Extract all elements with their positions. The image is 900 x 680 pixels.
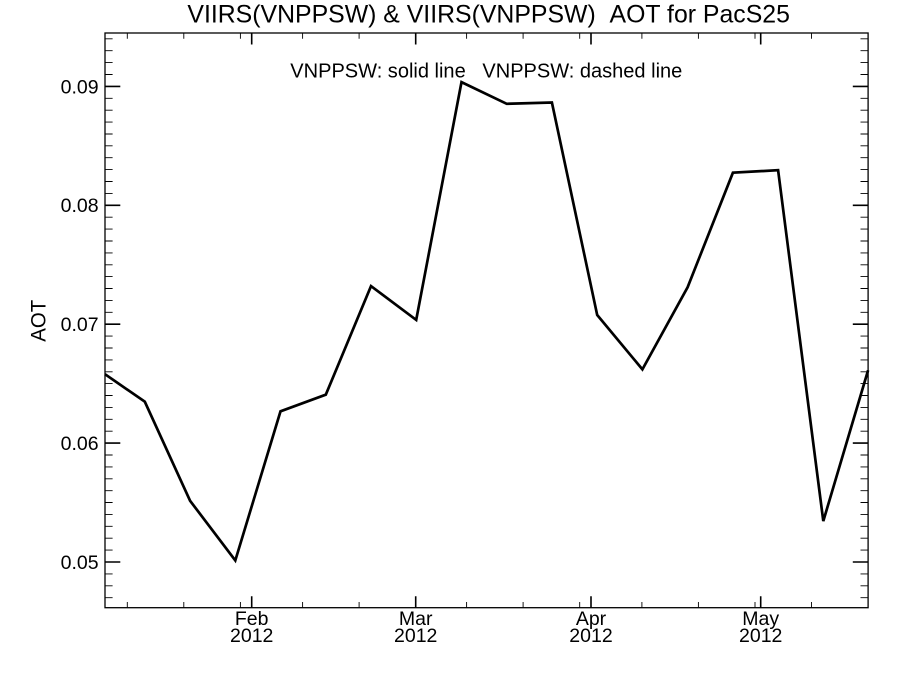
svg-text:2012: 2012: [394, 625, 437, 647]
svg-text:0.05: 0.05: [61, 552, 99, 574]
svg-text:May: May: [742, 608, 779, 630]
svg-text:Mar: Mar: [399, 608, 433, 630]
svg-text:0.09: 0.09: [61, 76, 99, 98]
svg-text:0.07: 0.07: [61, 314, 99, 336]
svg-text:2012: 2012: [739, 625, 782, 647]
svg-text:2012: 2012: [569, 625, 612, 647]
svg-text:AOT: AOT: [27, 300, 50, 342]
svg-text:VNPPSW: solid line VNPPSW: d: VNPPSW: solid line VNPPSW: dashed line: [290, 61, 682, 83]
svg-text:0.08: 0.08: [61, 195, 99, 217]
svg-text:Apr: Apr: [576, 608, 607, 630]
svg-text:2012: 2012: [230, 625, 273, 647]
svg-text:VIIRS(VNPPSW) & VIIRS(VNPPSW): VIIRS(VNPPSW) & VIIRS(VNPPSW) AOT for Pa…: [187, 1, 790, 29]
svg-text:0.06: 0.06: [61, 433, 99, 455]
svg-text:Feb: Feb: [235, 608, 269, 630]
